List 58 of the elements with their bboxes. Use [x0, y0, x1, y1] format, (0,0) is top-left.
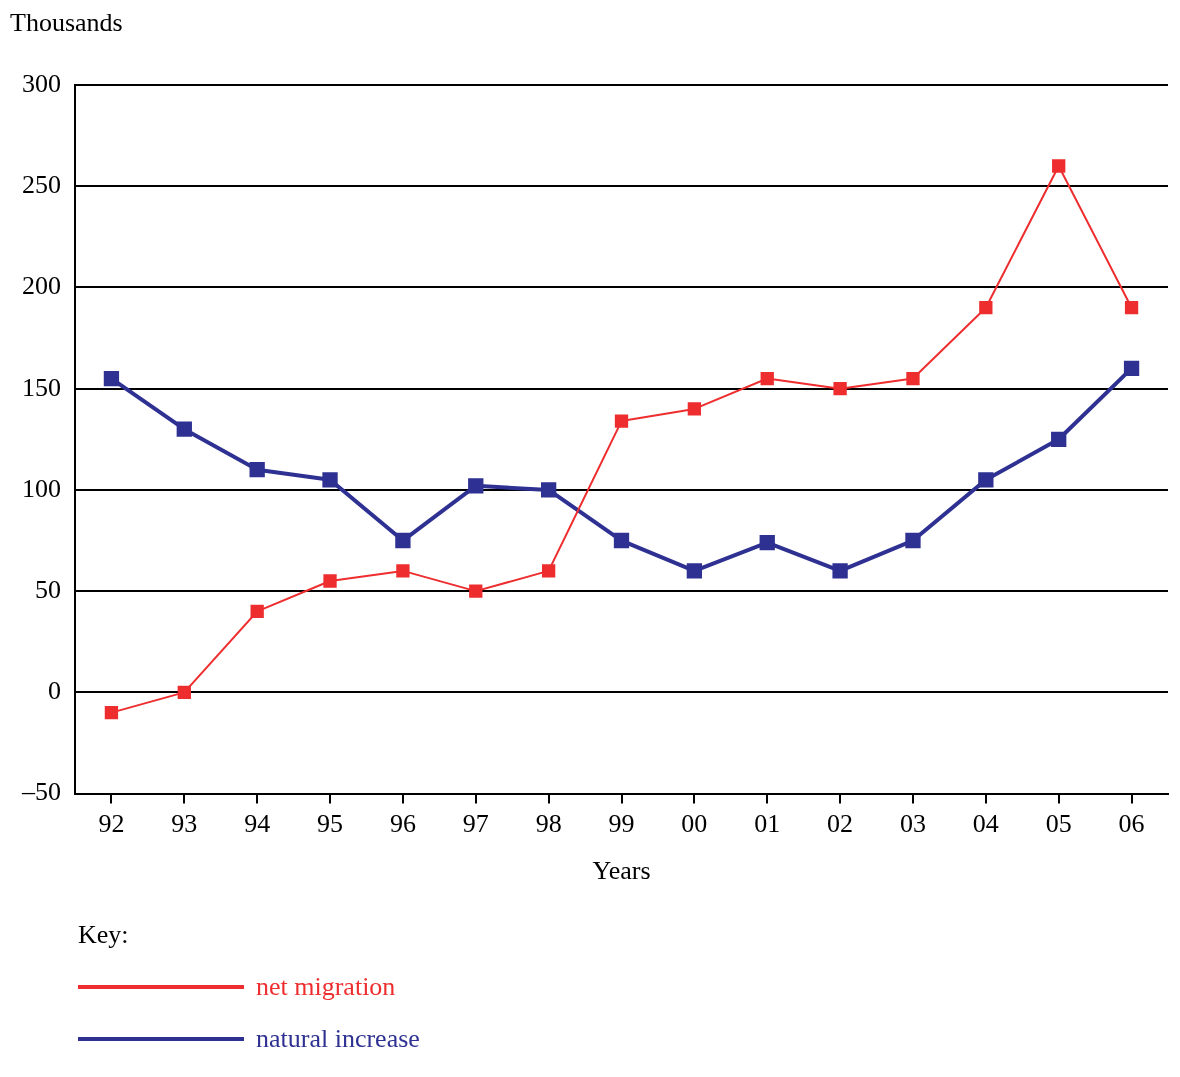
point: [177, 685, 191, 700]
y-tick-label: –50: [21, 777, 61, 807]
point: [323, 574, 337, 588]
y-tick-label: 150: [22, 372, 61, 402]
y-tick-label: 250: [22, 170, 61, 200]
x-tick-label: 96: [389, 809, 416, 839]
legend-title: Key:: [78, 920, 130, 950]
point: [613, 532, 630, 549]
point: [396, 564, 410, 578]
point: [1123, 360, 1140, 377]
x-tick-label: 05: [1045, 809, 1072, 839]
point: [103, 370, 120, 387]
x-tick-label: 98: [535, 809, 562, 839]
point: [176, 421, 192, 437]
point: [1052, 159, 1066, 173]
y-tick-label: 50: [35, 574, 61, 604]
point: [979, 301, 993, 315]
point: [832, 563, 848, 579]
y-tick-label: 200: [22, 271, 61, 301]
point: [1124, 301, 1139, 315]
y-axis-title: Thousands: [10, 8, 123, 37]
point: [104, 705, 119, 720]
x-tick-label: 93: [171, 809, 198, 839]
x-tick-label: 04: [972, 809, 999, 839]
point: [614, 414, 629, 428]
point: [1051, 431, 1067, 447]
x-tick-label: 03: [899, 809, 926, 839]
point: [686, 563, 703, 579]
x-tick-label: 99: [608, 809, 635, 839]
point: [760, 371, 774, 386]
point: [687, 402, 702, 416]
x-tick-label: 00: [681, 809, 708, 839]
point: [905, 532, 921, 549]
x-tick-label: 95: [317, 809, 344, 839]
point: [540, 482, 557, 498]
y-tick-label: 0: [48, 676, 61, 706]
point: [833, 382, 847, 396]
point: [759, 534, 775, 551]
point: [250, 604, 264, 619]
x-axis-title: Years: [592, 856, 651, 886]
x-tick-label: 01: [754, 809, 781, 839]
point: [468, 478, 484, 494]
point: [469, 584, 483, 598]
point: [322, 472, 338, 488]
x-tick-label: 02: [827, 809, 854, 839]
point: [541, 564, 556, 578]
point: [395, 532, 411, 549]
point: [906, 371, 920, 386]
point: [978, 472, 994, 488]
text: net migration: [256, 972, 396, 1002]
y-tick-label: 300: [22, 68, 61, 98]
text: natural increase: [256, 1024, 420, 1054]
point: [249, 462, 265, 478]
x-tick-label: 94: [244, 809, 271, 839]
y-tick-label: 100: [22, 473, 61, 503]
x-tick-label: 92: [98, 809, 125, 839]
x-tick-label: 97: [462, 809, 489, 839]
x-tick-label: 06: [1118, 809, 1145, 839]
